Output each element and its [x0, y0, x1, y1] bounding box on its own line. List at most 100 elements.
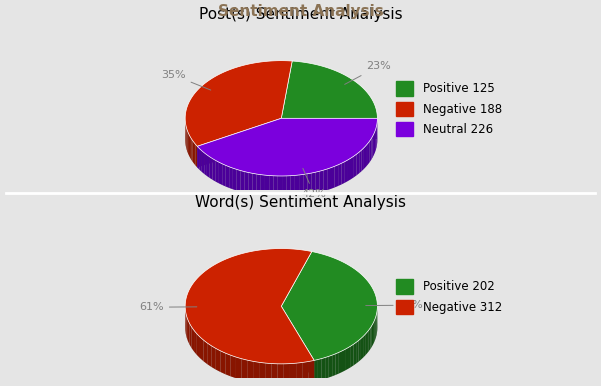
Polygon shape: [261, 174, 265, 196]
Polygon shape: [295, 175, 299, 196]
Polygon shape: [365, 332, 367, 356]
Polygon shape: [222, 164, 225, 186]
Polygon shape: [335, 352, 339, 375]
Polygon shape: [356, 340, 359, 364]
Text: Sentiment Analysis: Sentiment Analysis: [218, 4, 383, 19]
Text: 42%: 42%: [301, 168, 326, 199]
Polygon shape: [359, 339, 361, 362]
Polygon shape: [375, 316, 376, 340]
Polygon shape: [296, 362, 302, 384]
Polygon shape: [248, 173, 252, 195]
Polygon shape: [354, 154, 356, 177]
Polygon shape: [189, 323, 192, 348]
Polygon shape: [185, 249, 314, 364]
Polygon shape: [247, 360, 253, 383]
Polygon shape: [185, 61, 292, 146]
Polygon shape: [233, 168, 237, 191]
Polygon shape: [216, 349, 221, 372]
Polygon shape: [281, 306, 314, 381]
Polygon shape: [345, 348, 348, 371]
Polygon shape: [311, 172, 316, 194]
Polygon shape: [185, 270, 377, 385]
Polygon shape: [364, 146, 366, 169]
Polygon shape: [188, 132, 189, 156]
Polygon shape: [221, 351, 225, 374]
Polygon shape: [345, 160, 348, 183]
Legend: Positive 202, Negative 312: Positive 202, Negative 312: [391, 274, 507, 319]
Text: 23%: 23%: [345, 61, 391, 85]
Polygon shape: [286, 176, 291, 197]
Polygon shape: [369, 328, 370, 351]
Polygon shape: [348, 346, 351, 369]
Polygon shape: [197, 146, 200, 170]
Polygon shape: [359, 150, 362, 173]
Polygon shape: [348, 158, 351, 181]
Polygon shape: [373, 321, 374, 344]
Polygon shape: [281, 61, 377, 119]
Polygon shape: [213, 159, 216, 181]
Polygon shape: [376, 314, 377, 337]
Polygon shape: [191, 139, 192, 162]
Polygon shape: [314, 359, 318, 381]
Polygon shape: [318, 359, 322, 381]
Polygon shape: [187, 316, 188, 341]
Polygon shape: [197, 334, 200, 358]
Polygon shape: [278, 176, 282, 197]
Polygon shape: [265, 363, 272, 385]
Polygon shape: [237, 169, 240, 192]
Polygon shape: [216, 161, 219, 183]
Polygon shape: [281, 306, 314, 381]
Polygon shape: [210, 157, 213, 180]
Polygon shape: [192, 327, 194, 352]
Polygon shape: [353, 342, 356, 365]
Polygon shape: [299, 174, 304, 196]
Polygon shape: [204, 153, 207, 176]
Polygon shape: [341, 162, 345, 185]
Polygon shape: [366, 143, 368, 167]
Polygon shape: [269, 176, 273, 197]
Polygon shape: [329, 355, 332, 378]
Polygon shape: [304, 174, 308, 196]
Polygon shape: [273, 176, 278, 197]
Polygon shape: [207, 343, 212, 367]
Polygon shape: [190, 137, 191, 160]
Polygon shape: [325, 356, 329, 379]
Polygon shape: [272, 364, 278, 385]
Polygon shape: [194, 142, 195, 166]
Polygon shape: [197, 119, 281, 168]
Polygon shape: [194, 330, 197, 355]
Polygon shape: [225, 353, 231, 376]
Polygon shape: [375, 129, 376, 152]
Polygon shape: [290, 363, 296, 385]
Polygon shape: [281, 252, 377, 361]
Polygon shape: [204, 340, 207, 364]
Polygon shape: [281, 119, 377, 139]
Polygon shape: [374, 318, 375, 342]
Polygon shape: [308, 173, 311, 195]
Polygon shape: [328, 168, 331, 190]
Legend: Positive 125, Negative 188, Neutral 226: Positive 125, Negative 188, Neutral 226: [391, 76, 507, 141]
Polygon shape: [356, 152, 359, 175]
Polygon shape: [335, 165, 338, 188]
Polygon shape: [197, 119, 377, 176]
Polygon shape: [257, 174, 261, 196]
Polygon shape: [351, 156, 354, 179]
Title: Post(s) Sentiment Analysis: Post(s) Sentiment Analysis: [199, 7, 402, 22]
Polygon shape: [284, 364, 290, 385]
Polygon shape: [332, 354, 335, 376]
Polygon shape: [245, 171, 248, 194]
Polygon shape: [320, 170, 323, 192]
Polygon shape: [374, 131, 375, 155]
Polygon shape: [189, 134, 190, 157]
Polygon shape: [363, 334, 365, 357]
Polygon shape: [308, 361, 314, 383]
Polygon shape: [291, 175, 295, 197]
Polygon shape: [278, 364, 284, 385]
Polygon shape: [236, 357, 242, 380]
Polygon shape: [207, 155, 210, 178]
Polygon shape: [338, 163, 341, 186]
Polygon shape: [316, 171, 320, 193]
Polygon shape: [240, 171, 245, 193]
Polygon shape: [331, 166, 335, 189]
Polygon shape: [361, 337, 363, 360]
